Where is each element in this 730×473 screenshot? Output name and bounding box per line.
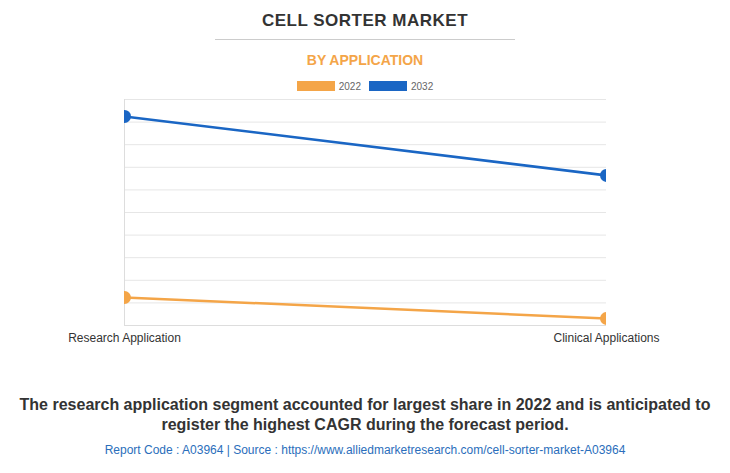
svg-text:Research Application: Research Application: [68, 331, 181, 345]
html-text:2032: 2032: [411, 80, 434, 92]
svg-text:Clinical Applications: Clinical Applications: [553, 331, 659, 345]
html-text:2022: 2022: [338, 80, 361, 92]
html-text:The research application segme: The research application segment account…: [19, 396, 711, 433]
html-text:Report Code : A03964 | Source: Report Code : A03964 | Source : https://…: [104, 443, 626, 457]
html-text:CELL SORTER MARKET: CELL SORTER MARKET: [262, 11, 468, 30]
html-text:BY APPLICATION: BY APPLICATION: [306, 52, 424, 68]
